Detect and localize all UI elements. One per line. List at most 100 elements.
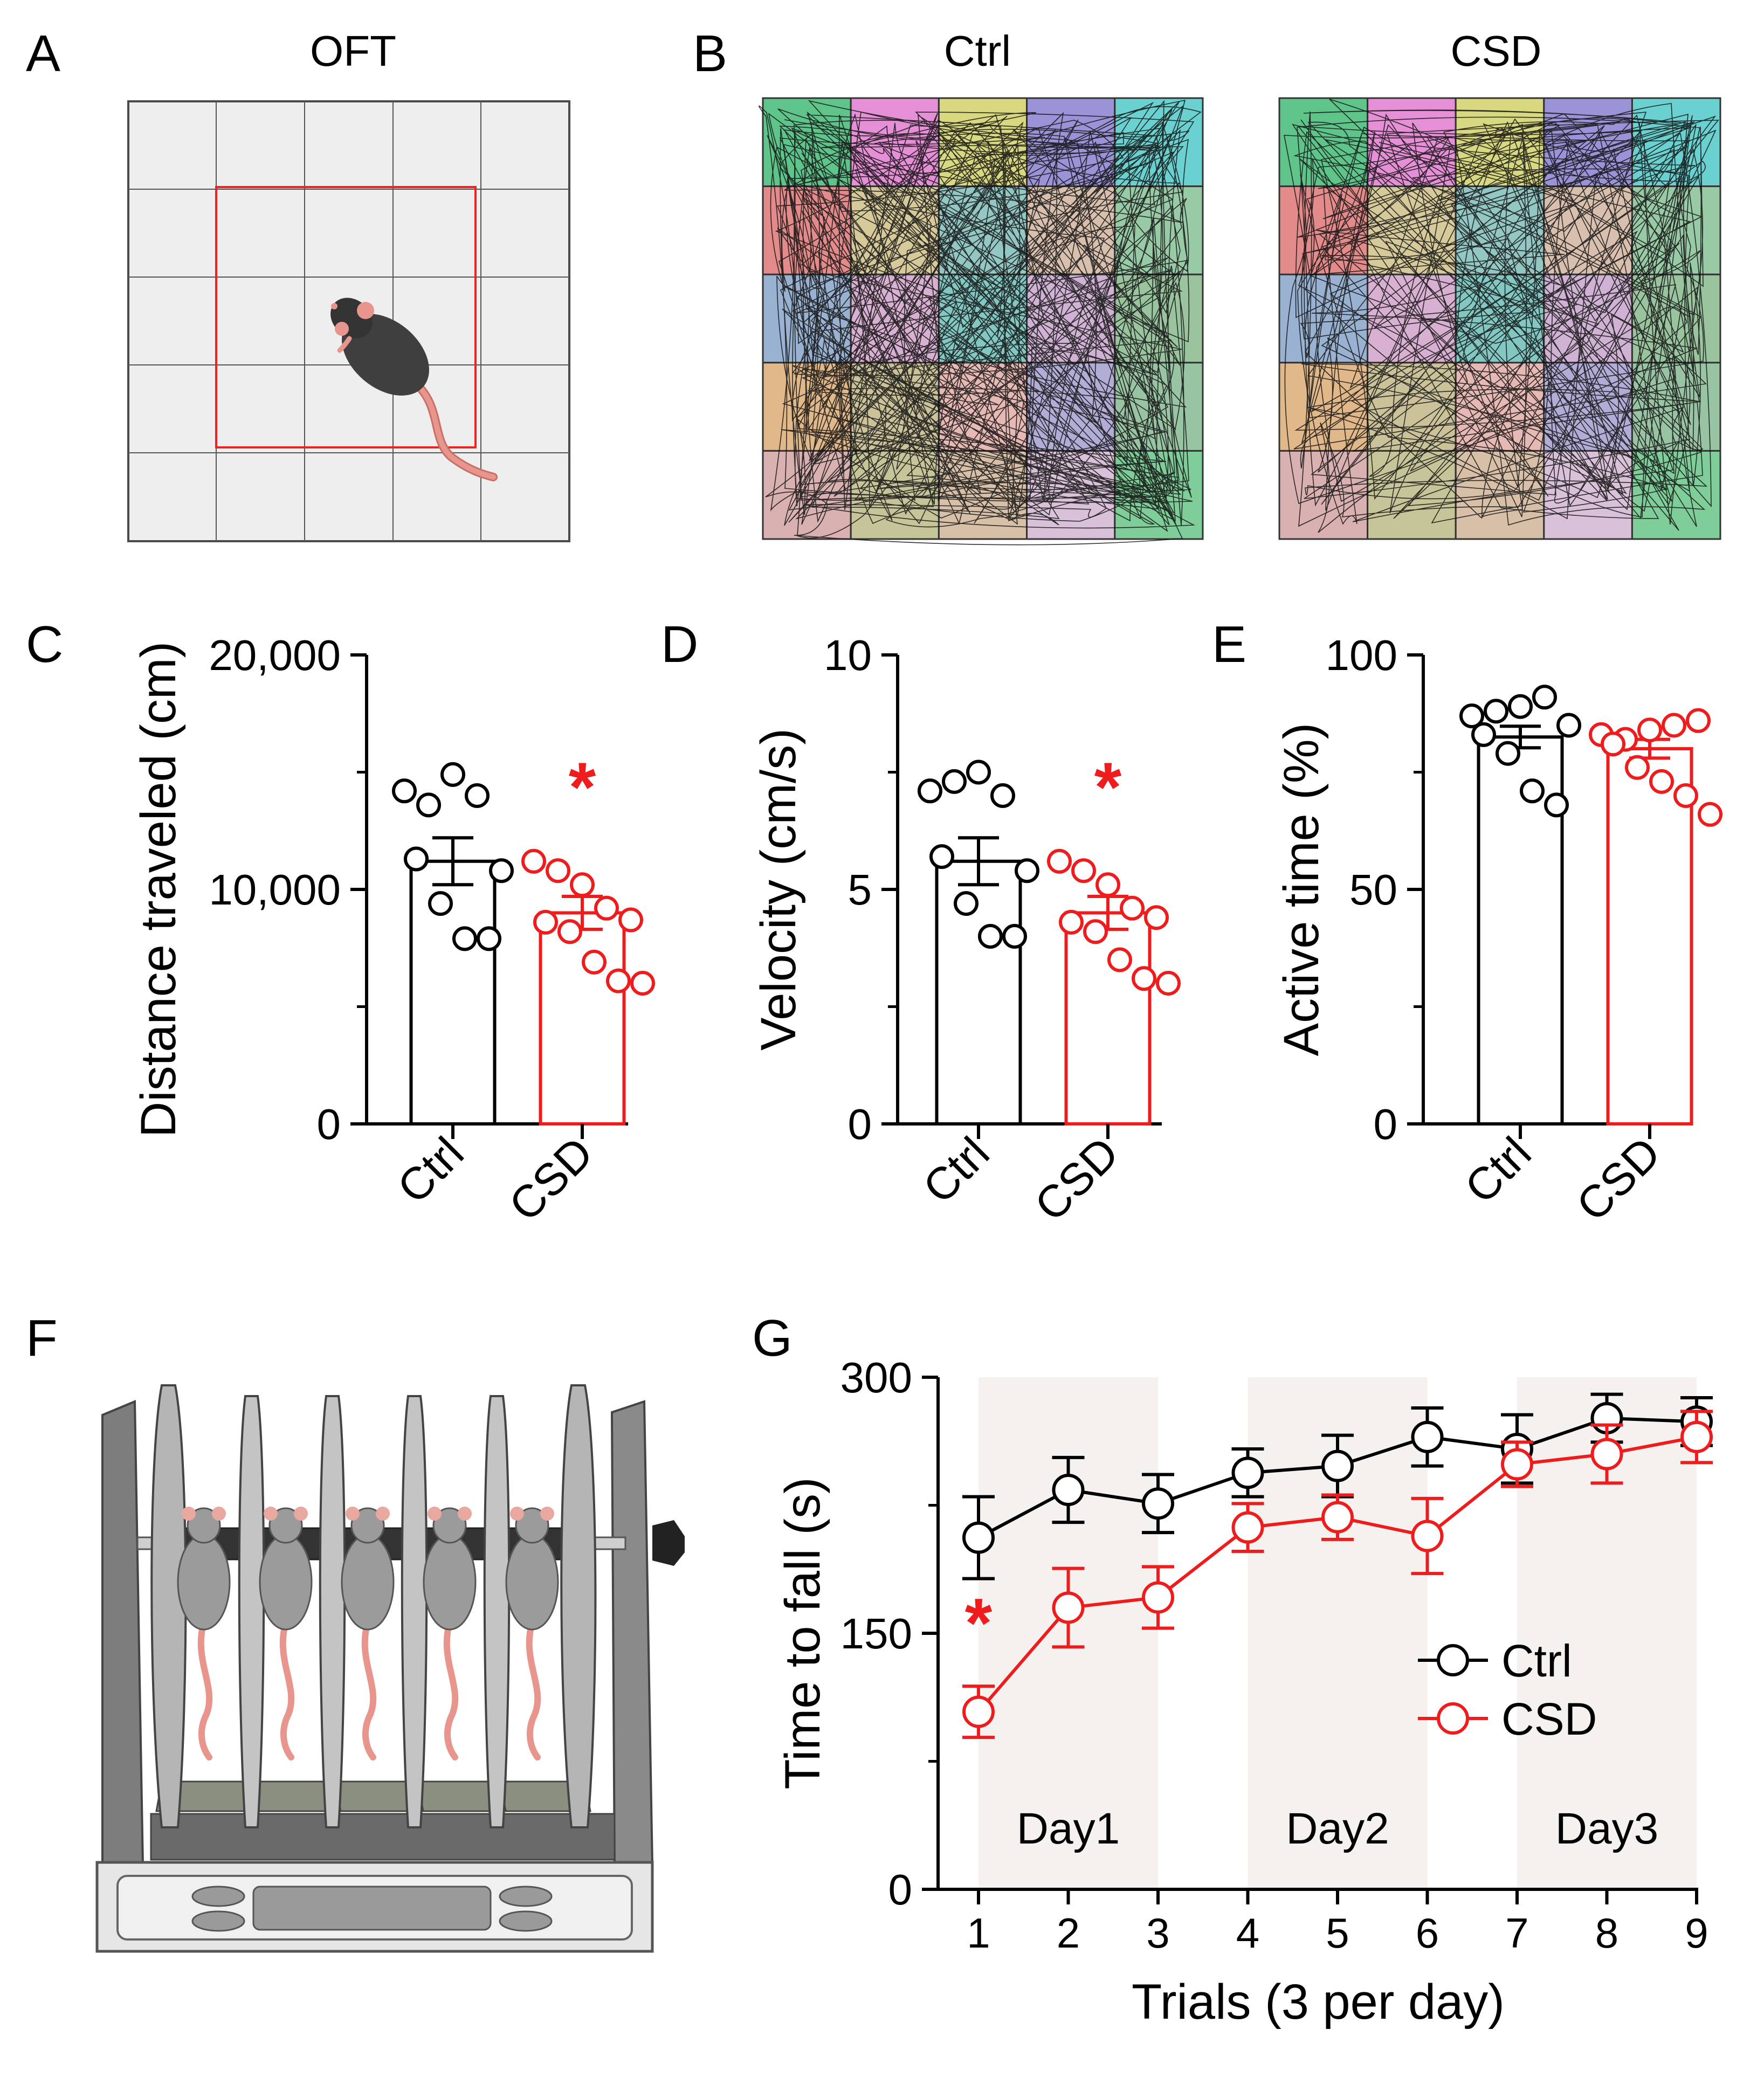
data-point-csd	[1625, 755, 1650, 780]
data-point-ctrl	[1052, 1474, 1085, 1506]
mouse-head	[268, 1507, 303, 1544]
data-point-ctrl	[1231, 1456, 1264, 1489]
panel-b-title-csd: CSD	[1451, 27, 1542, 75]
data-point-csd	[1501, 1448, 1533, 1481]
data-point-ctrl	[918, 778, 942, 804]
data-point-csd	[1637, 717, 1662, 743]
mouse-ear	[346, 1507, 360, 1521]
mouse-tail	[526, 1619, 541, 1760]
significance-star: *	[569, 748, 596, 826]
oft-grid-lines	[128, 101, 569, 541]
data-point-ctrl	[1484, 699, 1508, 724]
data-point-ctrl	[489, 858, 514, 883]
data-point-csd	[570, 872, 595, 897]
data-point-ctrl	[1459, 703, 1484, 729]
panel-d: D 0 5 10 Velocity (cm/s) Ctrl CSD *	[661, 616, 1181, 1231]
data-point-csd	[1132, 966, 1156, 991]
panel-f-letter: F	[26, 1309, 58, 1367]
data-point-ctrl	[1496, 741, 1520, 766]
data-point-csd	[1673, 783, 1698, 808]
mouse-ear	[264, 1507, 278, 1521]
x-tick-label: Ctrl	[913, 1127, 999, 1213]
panel-g-letter: G	[752, 1309, 793, 1367]
data-point-ctrl	[440, 762, 465, 787]
y-tick-label: 5	[848, 866, 872, 914]
mouse-head	[187, 1507, 221, 1544]
data-point-csd	[1590, 1438, 1623, 1470]
data-point-ctrl	[465, 783, 490, 808]
data-point-ctrl	[1520, 778, 1545, 804]
data-point-csd	[1601, 731, 1625, 757]
data-point-ctrl	[1142, 1487, 1174, 1520]
data-point-csd	[1144, 905, 1169, 930]
y-tick-label: 0	[1374, 1100, 1398, 1148]
x-tick-label: CSD	[1567, 1127, 1670, 1231]
y-axis-label: Velocity (cm/s)	[751, 728, 806, 1051]
significance-star: *	[965, 1584, 993, 1662]
x-tick-label: 8	[1595, 1909, 1618, 1957]
data-point-ctrl	[978, 924, 1003, 949]
x-axis-label: Trials (3 per day)	[1132, 1974, 1505, 2029]
mouse-tail	[443, 1619, 459, 1760]
chart-active-time: 0 50 100 Active time (%) Ctrl CSD	[1274, 631, 1722, 1231]
data-point-ctrl	[452, 926, 477, 951]
panel-b-title-ctrl: Ctrl	[944, 27, 1011, 75]
panel-e: E 0 50 100 Active time (%) Ctrl CSD	[1212, 616, 1722, 1231]
chart-distance: 0 10,000 20,000 Distance traveled (cm) Ctrl C…	[131, 631, 655, 1231]
x-tick-label: Ctrl	[388, 1127, 473, 1213]
data-point-ctrl	[1532, 685, 1557, 710]
mouse-body	[505, 1534, 559, 1631]
data-point-csd	[618, 907, 643, 933]
chart-time-to-fall: Day1 Day2 Day3 0 150 300 1 2 3 4 5 6 7 8 9 Trials (3 pe…	[775, 1354, 1713, 2029]
rotarod-mouse	[423, 1507, 477, 1760]
data-point-csd	[1142, 1581, 1174, 1614]
data-point-csd	[1698, 802, 1722, 827]
data-point-ctrl	[929, 844, 954, 869]
data-point-ctrl	[942, 769, 967, 794]
legend-label-ctrl: Ctrl	[1501, 1635, 1572, 1686]
data-point-csd	[1071, 858, 1096, 883]
data-point-ctrl	[392, 778, 417, 804]
x-tick-label: Ctrl	[1455, 1127, 1541, 1213]
mouse-tail	[197, 1619, 213, 1760]
mouse-ear	[428, 1507, 442, 1521]
zone-cell	[1367, 97, 1457, 188]
data-point-csd	[1120, 895, 1145, 921]
track-heatmap-ctrl	[758, 97, 1204, 546]
chart-velocity: 0 5 10 Velocity (cm/s) Ctrl CSD *	[751, 631, 1181, 1231]
data-point-csd	[1052, 1591, 1085, 1624]
bar-csd	[1606, 747, 1693, 1126]
mouse-ear	[376, 1507, 390, 1521]
legend-marker-ctrl	[1437, 1644, 1469, 1676]
data-point-csd	[1662, 713, 1686, 738]
data-point-csd	[582, 949, 607, 975]
data-point-csd	[1231, 1511, 1264, 1544]
data-point-ctrl	[1508, 694, 1533, 719]
data-point-csd	[546, 858, 570, 883]
data-point-ctrl	[966, 760, 991, 785]
data-point-csd	[606, 968, 631, 993]
x-tick-label: 4	[1236, 1909, 1259, 1957]
data-point-csd	[521, 848, 546, 874]
data-point-csd	[1156, 971, 1181, 996]
data-point-csd	[1107, 947, 1132, 972]
day-band-label: Day1	[1017, 1804, 1120, 1853]
y-tick-label: 150	[840, 1610, 912, 1658]
mouse-tail	[361, 1619, 377, 1760]
mouse-ear	[212, 1507, 226, 1521]
y-tick-label: 10,000	[209, 866, 341, 914]
data-point-ctrl	[1556, 713, 1581, 738]
data-point-csd	[1095, 872, 1120, 897]
mouse-ear	[540, 1507, 554, 1521]
data-point-csd	[1047, 848, 1072, 874]
day-band-label: Day3	[1555, 1804, 1658, 1853]
mouse-body	[423, 1534, 477, 1631]
day-band-label: Day2	[1286, 1804, 1389, 1853]
mouse-head	[515, 1507, 549, 1544]
y-tick-label: 0	[848, 1100, 872, 1148]
x-tick-label: 2	[1057, 1909, 1080, 1957]
rotarod-mouse	[505, 1507, 559, 1760]
mouse-ear	[510, 1507, 524, 1521]
mouse-body	[259, 1534, 313, 1631]
mouse-head	[432, 1507, 467, 1544]
